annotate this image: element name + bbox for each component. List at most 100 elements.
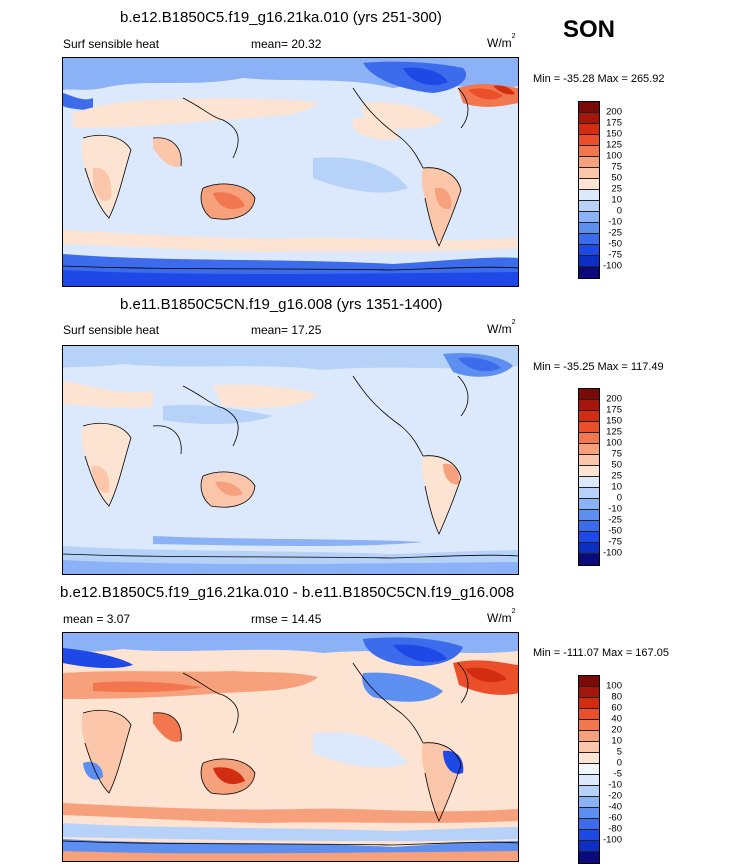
colorbar-tick-label: 50 [611, 172, 622, 184]
colorbar-tick-label: -75 [608, 536, 622, 548]
colorbar-tick-label: 200 [606, 393, 622, 405]
colorbar-swatch [579, 234, 599, 245]
colorbar-swatch [579, 400, 599, 411]
colorbar-swatch [579, 113, 599, 124]
colorbar-swatch [579, 819, 599, 830]
colorbar-swatch [579, 433, 599, 444]
panel-1-minmax: Min = -35.28 Max = 265.92 [533, 73, 665, 85]
colorbar-swatch [579, 709, 599, 720]
colorbar-swatch [579, 742, 599, 753]
colorbar-tick-label: 25 [611, 470, 622, 482]
colorbar-swatch [579, 212, 599, 223]
colorbar-swatch [579, 168, 599, 179]
colorbar-tick-label: -100 [602, 834, 622, 846]
colorbar-tick-label: 75 [611, 161, 622, 173]
colorbar-tick-label: -10 [608, 216, 622, 228]
panel-2-units: W/m2 [487, 319, 516, 336]
panel-1-map-field [63, 58, 518, 286]
colorbar-swatch [579, 102, 599, 113]
colorbar-swatch [579, 841, 599, 852]
colorbar-swatch [579, 455, 599, 466]
colorbar-swatch [579, 786, 599, 797]
colorbar-swatch [579, 201, 599, 212]
colorbar-swatch [579, 488, 599, 499]
colorbar-tick-label: 75 [611, 448, 622, 460]
colorbar-swatch [579, 676, 599, 687]
colorbar-tick-label: -10 [608, 503, 622, 515]
panel-2-title: b.e11.B1850C5CN.f19_g16.008 (yrs 1351-14… [120, 296, 443, 313]
colorbar-swatch [579, 477, 599, 488]
colorbar-swatch [579, 466, 599, 477]
panel-3-mean-label: mean = 3.07 [63, 612, 131, 626]
colorbar-swatch [579, 532, 599, 543]
panel-1-variable-label: Surf sensible heat [63, 37, 160, 51]
colorbar-tick-label: 125 [606, 426, 622, 438]
colorbar-swatch [579, 753, 599, 764]
colorbar-swatch [579, 245, 599, 256]
colorbar-swatch [579, 267, 599, 278]
colorbar-tick-label: -75 [608, 249, 622, 261]
colorbar-tick-label: 200 [606, 106, 622, 118]
colorbar-swatch [579, 411, 599, 422]
colorbar-swatch [579, 422, 599, 433]
panel-1-map [62, 57, 519, 287]
colorbar-tick-label: 40 [611, 713, 622, 725]
colorbar-tick-label: 60 [611, 702, 622, 714]
season-label: SON [563, 16, 616, 43]
colorbar-tick-label: -50 [608, 525, 622, 537]
colorbar-tick-label: 20 [611, 724, 622, 736]
colorbar-tick-label: 10 [611, 481, 622, 493]
colorbar-tick-label: -50 [608, 238, 622, 250]
colorbar-swatch [579, 698, 599, 709]
colorbar-swatch [579, 797, 599, 808]
colorbar-tick-label: 0 [616, 492, 622, 504]
colorbar-tick-label: 10 [611, 194, 622, 206]
panel-1-mean-label: mean= 20.32 [251, 37, 322, 51]
colorbar-tick-label: 100 [606, 437, 622, 449]
colorbar-swatch [579, 543, 599, 554]
colorbar-tick-label: -80 [608, 823, 622, 835]
colorbar-tick-label: -10 [608, 779, 622, 791]
colorbar-tick-label: -100 [602, 547, 622, 559]
colorbar-tick-label: 175 [606, 404, 622, 416]
panel-2-colorbar [578, 388, 600, 566]
colorbar-swatch [579, 554, 599, 565]
colorbar-swatch [579, 808, 599, 819]
colorbar-swatch [579, 720, 599, 731]
colorbar-swatch [579, 852, 599, 863]
colorbar-tick-label: 150 [606, 128, 622, 140]
colorbar-swatch [579, 223, 599, 234]
colorbar-tick-label: 0 [616, 205, 622, 217]
colorbar-swatch [579, 687, 599, 698]
colorbar-tick-label: 150 [606, 415, 622, 427]
colorbar-swatch [579, 775, 599, 786]
colorbar-tick-label: -40 [608, 801, 622, 813]
colorbar-tick-label: 175 [606, 117, 622, 129]
panel-3-map-field [63, 633, 518, 861]
colorbar-swatch [579, 190, 599, 201]
colorbar-tick-label: -60 [608, 812, 622, 824]
colorbar-swatch [579, 124, 599, 135]
colorbar-tick-label: -20 [608, 790, 622, 802]
panel-2-map [62, 345, 519, 575]
colorbar-swatch [579, 731, 599, 742]
colorbar-swatch [579, 521, 599, 532]
colorbar-swatch [579, 135, 599, 146]
panel-2-mean-label: mean= 17.25 [251, 323, 322, 337]
colorbar-tick-label: 100 [606, 680, 622, 692]
colorbar-tick-label: 80 [611, 691, 622, 703]
colorbar-swatch [579, 157, 599, 168]
colorbar-swatch [579, 146, 599, 157]
colorbar-tick-label: 100 [606, 150, 622, 162]
colorbar-tick-label: -5 [613, 768, 622, 780]
panel-3-map [62, 632, 519, 862]
panel-3-units: W/m2 [487, 608, 516, 625]
panel-3-rmse-label: rmse = 14.45 [251, 612, 322, 626]
colorbar-tick-label: 25 [611, 183, 622, 195]
panel-1-units: W/m2 [487, 33, 516, 50]
panel-3-title: b.e12.B1850C5.f19_g16.21ka.010 - b.e11.B… [60, 584, 515, 601]
panel-3-minmax: Min = -111.07 Max = 167.05 [533, 647, 669, 659]
panel-2-minmax: Min = -35.25 Max = 117.49 [533, 361, 664, 373]
colorbar-swatch [579, 256, 599, 267]
panel-2-variable-label: Surf sensible heat [63, 323, 160, 337]
